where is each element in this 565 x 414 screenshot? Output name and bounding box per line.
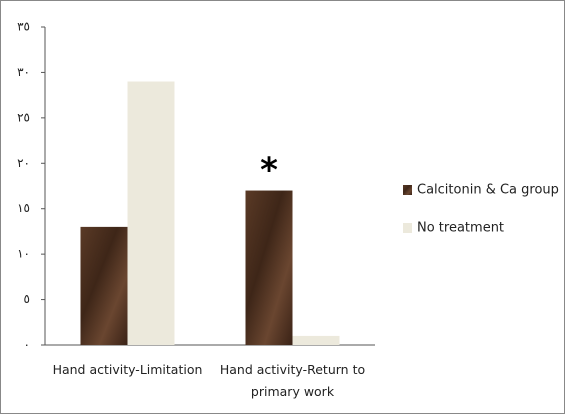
y-tick-label: ٥ <box>24 292 30 306</box>
y-tick-label: ٢٥ <box>17 110 30 124</box>
bar <box>292 335 340 345</box>
y-tick-label: ٠ <box>24 338 30 352</box>
legend-label: No treatment <box>417 221 504 236</box>
y-tick-label: ٣٠ <box>17 65 30 79</box>
bar <box>80 226 128 345</box>
y-tick-label: ٣٥ <box>17 20 30 34</box>
bar <box>245 190 293 345</box>
x-tick-label: Hand activity-Limitation <box>53 362 203 377</box>
legend-label: Calcitonin & Ca group <box>417 183 559 198</box>
bar <box>127 81 175 345</box>
x-tick-label: Hand activity-Return to primary work <box>220 362 365 399</box>
annotation: * <box>260 151 278 191</box>
y-tick-label: ٢٠ <box>17 156 30 170</box>
y-tick-label: ١٠ <box>17 247 30 261</box>
y-tick-label: ١٥ <box>17 201 30 215</box>
legend-swatch <box>403 185 412 195</box>
legend-swatch <box>403 223 412 233</box>
